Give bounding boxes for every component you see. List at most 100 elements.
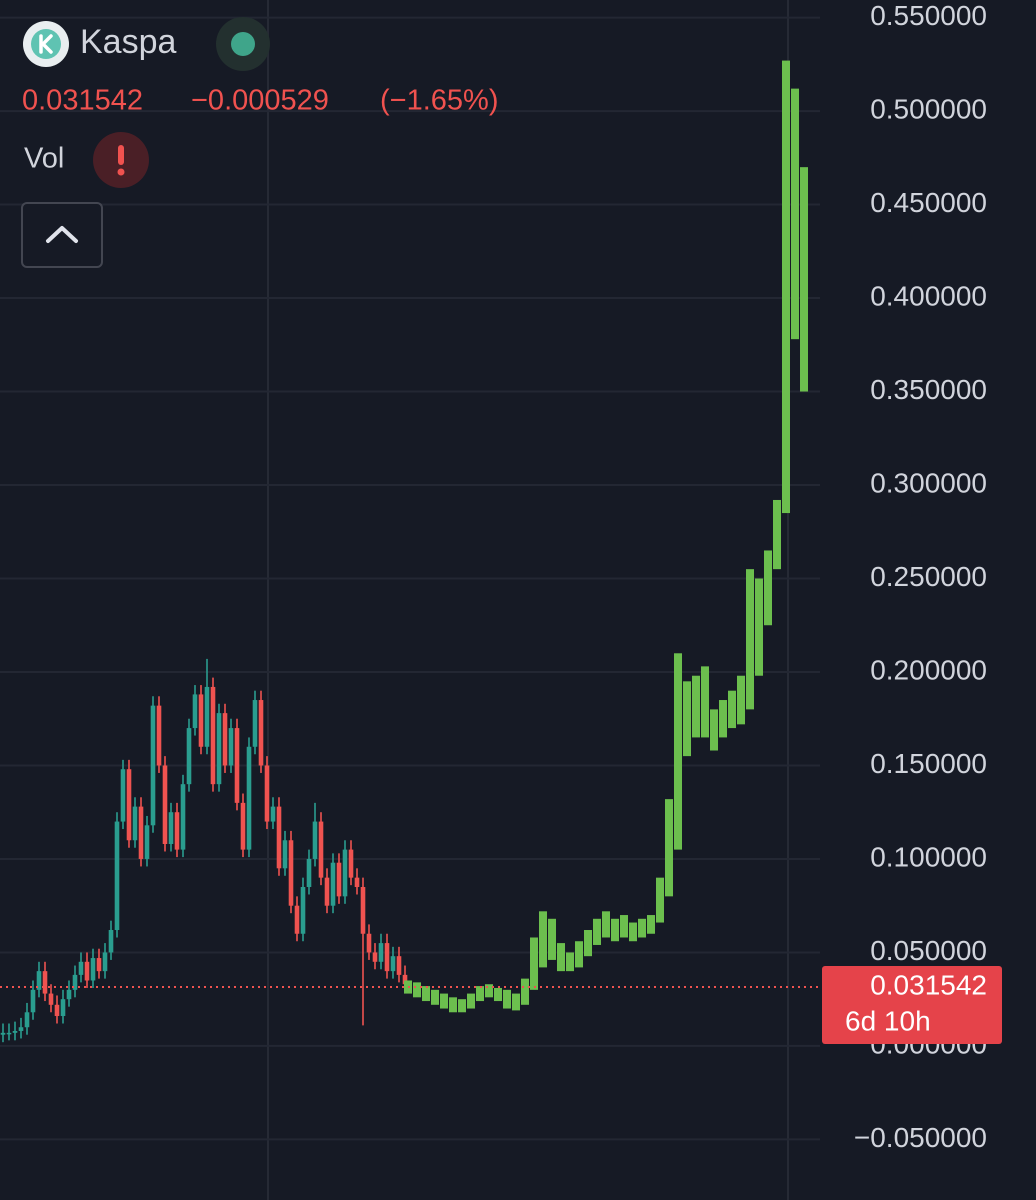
projection-bar [665, 799, 673, 897]
candle-body [42, 971, 48, 994]
projection-bar [737, 675, 745, 725]
candle-body [6, 1032, 12, 1035]
y-tick-label: 0.300000 [870, 467, 987, 498]
projection-bar [719, 700, 727, 738]
candle-body [54, 1004, 60, 1017]
y-tick-label: −0.050000 [854, 1122, 987, 1153]
projection-bar [440, 993, 448, 1009]
candle-body [60, 999, 66, 1017]
price-change-percent: (−1.65%) [380, 85, 498, 117]
candle-body [90, 958, 96, 981]
collapse-button[interactable] [21, 202, 103, 268]
candle-body [294, 905, 300, 934]
candle-body [246, 746, 252, 850]
candles [0, 60, 820, 1043]
candle-body [96, 958, 102, 972]
candle-body [198, 694, 204, 747]
candle-body [270, 806, 276, 822]
projection-bar [557, 943, 565, 972]
projection-bar [746, 569, 754, 710]
candle-body [102, 952, 108, 972]
candle-body [258, 700, 264, 766]
candle-body [282, 840, 288, 869]
candle-body [168, 812, 174, 845]
projection-bar [566, 952, 574, 972]
projection-bar [413, 982, 421, 998]
candle-body [156, 705, 162, 766]
coin-logo-glyph [39, 34, 53, 54]
status-dot [231, 32, 255, 56]
candle-body [186, 728, 192, 785]
candle-body [66, 989, 72, 1000]
candle-body [72, 974, 78, 990]
candle-body [114, 821, 120, 931]
candle-body [228, 728, 234, 766]
projection-bar [422, 986, 430, 1002]
candle-body [18, 1027, 24, 1031]
projection-bar [476, 986, 484, 1002]
projection-bar [647, 915, 655, 934]
candle-body [240, 802, 246, 850]
projection-bar [620, 915, 628, 938]
candle-body [300, 887, 306, 934]
projection-bar [629, 922, 637, 942]
last-price: 0.031542 [22, 85, 143, 117]
projection-bar [467, 993, 475, 1009]
y-tick-label: 0.050000 [870, 935, 987, 966]
projection-bar [683, 681, 691, 757]
projection-bar [494, 987, 502, 1002]
candle-body [126, 769, 132, 841]
candle-body [132, 806, 138, 841]
projection-bar [674, 653, 682, 850]
candle-body [84, 961, 90, 981]
last-price-label: 0.031542 [870, 969, 987, 1000]
candle-body [78, 961, 84, 975]
coin-logo-inner [31, 29, 61, 59]
candle-body [252, 700, 258, 747]
y-tick-label: 0.200000 [870, 654, 987, 685]
projection-bar [485, 984, 493, 998]
y-tick-label: 0.550000 [870, 0, 987, 31]
projection-bar [539, 911, 547, 968]
candle-body [24, 1012, 30, 1028]
candle-body [12, 1030, 18, 1033]
candle-body [204, 686, 210, 747]
candle-body [30, 989, 36, 1013]
candle-body [366, 933, 372, 953]
projection-bar [521, 978, 529, 1005]
projection-bar [431, 989, 439, 1005]
projection-bar [602, 911, 610, 938]
candle-body [384, 943, 390, 972]
projection-bar [584, 930, 592, 957]
candle-body [192, 694, 198, 729]
projection-bar [503, 989, 511, 1009]
candle-body [360, 887, 366, 934]
candle-body [342, 849, 348, 897]
candle-body [396, 956, 402, 975]
y-tick-label: 0.450000 [870, 187, 987, 218]
candle-body [222, 713, 228, 766]
projection-bar [692, 675, 700, 738]
candle-body [48, 993, 54, 1005]
symbol-name: Kaspa [80, 23, 176, 61]
y-tick-label: 0.500000 [870, 93, 987, 124]
projection-bar [512, 993, 520, 1011]
projection-bar [764, 550, 772, 626]
candle-body [288, 840, 294, 906]
y-tick-label: 0.400000 [870, 280, 987, 311]
warning-glyph-dot [117, 168, 125, 176]
collapse-chevron [46, 226, 78, 243]
candle-body [162, 765, 168, 845]
projection-bar [701, 666, 709, 738]
candle-body [402, 974, 408, 985]
projection-bar [638, 918, 646, 938]
candle-body [264, 765, 270, 822]
candle-body [372, 952, 378, 962]
projection-bar [773, 499, 781, 570]
projection-bar [530, 937, 538, 990]
candle-body [276, 806, 282, 869]
candle-body [180, 784, 186, 850]
projection-bar [656, 877, 664, 923]
candle-body [174, 812, 180, 850]
